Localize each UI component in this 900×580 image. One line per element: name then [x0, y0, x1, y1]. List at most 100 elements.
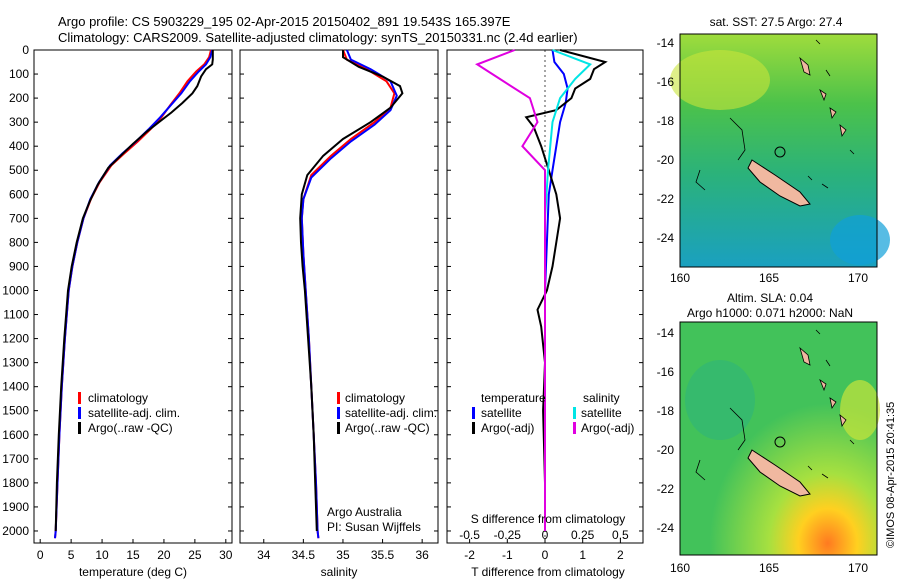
salinity-diff-xtick-label: -0.25: [494, 528, 522, 542]
reef-outline: [695, 407, 746, 481]
legend-swatch-argo: [337, 422, 340, 434]
temperature-xtick-label: 15: [126, 548, 140, 562]
sla-ytick: -24: [657, 521, 675, 535]
vanuatu-islands: [799, 39, 855, 189]
depth-tick-label: 0: [22, 43, 29, 57]
difference-xtick-label: -1: [502, 548, 513, 562]
argo-float-marker: [774, 146, 786, 158]
sla-low-patch: [685, 360, 755, 440]
difference-xtick-label: 0: [542, 548, 549, 562]
sla-map-title: Altim. SLA: 0.04: [727, 291, 813, 305]
depth-tick-label: 1700: [2, 452, 29, 466]
difference-xtick-label: -2: [464, 548, 475, 562]
salinity-annotation-2: PI: Susan Wijffels: [327, 520, 421, 534]
new-caledonia-island: [747, 449, 811, 497]
difference-series-s-satellite: [544, 49, 593, 531]
depth-tick-label: 1100: [3, 308, 29, 322]
sst-map-frame: [679, 33, 878, 268]
temperature-xtick-label: 0: [37, 548, 44, 562]
difference-legend: temperature satellite Argo(-adj) salinit…: [472, 391, 634, 435]
sla-high-patch: [840, 380, 880, 440]
difference-series-t-satellite: [544, 49, 569, 531]
sla-xtick: 170: [848, 561, 868, 575]
sst-ytick: -22: [657, 192, 675, 206]
salinity-legend: climatology satellite-adj. clim. Argo(..…: [337, 391, 437, 435]
temperature-xtick-label: 25: [188, 548, 202, 562]
salinity-annotation-1: Argo Australia: [327, 505, 402, 519]
salinity-panel-frame: [239, 49, 439, 544]
difference-series-s-argo-adj-: [474, 49, 546, 531]
sst-warm-patch: [670, 50, 770, 110]
salinity-series-satellite-adj-clim-: [300, 49, 398, 539]
temperature-series-climatology: [54, 49, 212, 539]
depth-tick-label: 900: [9, 259, 29, 273]
sst-cool-patch: [830, 215, 890, 265]
legend-label-satellite: satellite-adj. clim.: [88, 406, 180, 420]
sst-xtick: 160: [670, 271, 690, 285]
sst-map: [670, 33, 890, 268]
depth-tick-label: 100: [9, 67, 29, 81]
salinity-xtick-label: 34: [257, 548, 271, 562]
legend-label-satellite: satellite-adj. clim.: [345, 406, 437, 420]
sla-ytick: -14: [657, 326, 675, 340]
salinity-xlabel: salinity: [321, 565, 358, 579]
legend-label-climatology: climatology: [345, 391, 405, 405]
legend-swatch-argo: [78, 422, 81, 434]
sla-map-yticks: -14 -16 -18 -20 -22 -24: [657, 326, 675, 535]
sla-ytick: -16: [657, 365, 675, 379]
figure-title-line1: Argo profile: CS 5903229_195 02-Apr-2015…: [58, 14, 511, 29]
legend-label-argo: Argo(..raw -QC): [88, 421, 173, 435]
legend-swatch-s-argo: [573, 422, 576, 434]
legend-swatch-satellite: [78, 407, 81, 419]
legend-salinity-heading: salinity: [583, 391, 620, 405]
depth-tick-label: 400: [9, 139, 29, 153]
legend-swatch-t-satellite: [472, 407, 475, 419]
depth-tick-label: 300: [9, 115, 29, 129]
figure-title-line2: Climatology: CARS2009. Satellite-adjuste…: [58, 30, 578, 45]
salinity-diff-xtick-label: 0.25: [571, 528, 595, 542]
temperature-panel-frame: [33, 49, 233, 544]
salinity-diff-xtick-label: 0.5: [612, 528, 629, 542]
depth-tick-label: 1800: [2, 476, 29, 490]
sla-ytick: -22: [657, 482, 675, 496]
reef-outline: [695, 117, 746, 191]
depth-tick-label: 1400: [2, 380, 29, 394]
sst-ytick: -18: [657, 114, 675, 128]
salinity-xtick-label: 35: [336, 548, 350, 562]
imos-watermark: ©IMOS 08-Apr-2015 20:41:35: [885, 402, 897, 548]
sst-ytick: -20: [657, 153, 675, 167]
legend-label-argo: Argo(..raw -QC): [345, 421, 430, 435]
legend-label-s-argo: Argo(-adj): [581, 421, 634, 435]
temperature-xtick-label: 30: [219, 548, 233, 562]
sla-map-frame: [679, 321, 878, 556]
sla-xtick: 160: [670, 561, 690, 575]
depth-tick-label: 1600: [2, 428, 29, 442]
salinity-series-argo-raw-qc-: [299, 50, 404, 532]
sla-xtick: 165: [759, 561, 779, 575]
profile-plots: 0100200300400500600700800900100011001200…: [2, 43, 643, 562]
temperature-xlabel: temperature (deg C): [79, 565, 187, 579]
legend-swatch-t-argo: [472, 422, 475, 434]
temperature-series-satellite-adj-clim-: [54, 49, 214, 539]
sst-ytick: -14: [657, 36, 675, 50]
temperature-xtick-label: 10: [95, 548, 109, 562]
temperature-legend: climatology satellite-adj. clim. Argo(..…: [78, 391, 180, 435]
legend-swatch-climatology: [337, 392, 340, 404]
sla-map-xticks: 160 165 170: [670, 561, 868, 575]
difference-xtick-label: 1: [579, 548, 586, 562]
sst-map-title: sat. SST: 27.5 Argo: 27.4: [710, 15, 843, 29]
depth-tick-label: 1900: [2, 500, 29, 514]
salinity-xtick-label: 34.5: [292, 548, 316, 562]
new-caledonia-island: [747, 159, 811, 207]
depth-tick-label: 2000: [2, 524, 29, 538]
legend-swatch-climatology: [78, 392, 81, 404]
sla-map-field: [680, 322, 877, 555]
sst-map-yticks: -14 -16 -18 -20 -22 -24: [657, 36, 675, 245]
legend-label-climatology: climatology: [88, 391, 148, 405]
sla-map: [679, 321, 880, 556]
diff-t-xlabel: T difference from climatology: [471, 565, 625, 579]
depth-tick-label: 600: [9, 187, 29, 201]
temperature-xtick-label: 5: [68, 548, 75, 562]
sla-ytick: -18: [657, 404, 675, 418]
